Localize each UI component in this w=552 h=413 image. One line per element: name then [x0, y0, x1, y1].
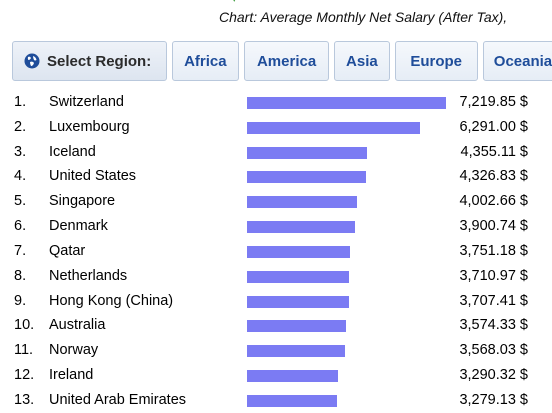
- salary-value: 4,002.66 $: [459, 193, 528, 210]
- globe-icon: [24, 53, 40, 69]
- salary-bar: [247, 370, 338, 383]
- salary-value: 7,219.85 $: [459, 94, 528, 110]
- rank-label: 11.: [14, 342, 34, 359]
- table-row: 1. Switzerland 7,219.85 $: [0, 90, 552, 115]
- salary-value: 4,326.83 $: [459, 168, 528, 185]
- country-name: United Arab Emirates: [49, 391, 187, 408]
- rank-label: 12.: [14, 367, 35, 384]
- rank-label: 2.: [14, 118, 27, 135]
- rank-label: 6.: [14, 218, 27, 235]
- table-row: 6. Denmark 3,900.74 $: [0, 214, 552, 239]
- rank-label: 9.: [14, 292, 27, 309]
- country-name: Singapore: [49, 193, 116, 210]
- table-row: 9. Hong Kong (China) 3,707.41 $: [0, 289, 552, 314]
- salary-bar: [247, 245, 350, 258]
- rank-label: 5.: [14, 193, 27, 210]
- rank-label: 4.: [14, 168, 27, 185]
- region-button-oceania[interactable]: Oceania: [482, 41, 552, 81]
- table-row: 13. United Arab Emirates 3,279.13 $: [0, 388, 552, 413]
- salary-value: 3,707.41 $: [459, 292, 528, 309]
- salary-value: 3,279.13 $: [459, 391, 528, 408]
- salary-bar: [247, 345, 345, 358]
- country-name: Switzerland: [49, 94, 124, 110]
- rank-label: 7.: [14, 242, 27, 259]
- rank-label: 3.: [14, 143, 27, 160]
- country-name: Australia: [49, 317, 106, 334]
- salary-value: 3,710.97 $: [459, 267, 528, 284]
- salary-bar: [247, 394, 337, 407]
- salary-value: 3,568.03 $: [459, 342, 528, 359]
- salary-bar: [247, 295, 349, 308]
- salary-value: 3,751.18 $: [459, 242, 528, 259]
- salary-value: 3,574.33 $: [459, 317, 528, 334]
- country-name: Iceland: [49, 143, 96, 160]
- country-name: Ireland: [49, 367, 94, 384]
- table-row: 12. Ireland 3,290.32 $: [0, 363, 552, 388]
- salary-value: 6,291.00 $: [459, 118, 528, 135]
- country-name: Netherlands: [49, 267, 128, 284]
- salary-value: 3,900.74 $: [459, 218, 528, 235]
- salary-bar: [247, 171, 366, 184]
- table-row: 11. Norway 3,568.03 $: [0, 338, 552, 363]
- salary-bar: [247, 221, 355, 234]
- country-name: Norway: [49, 342, 99, 359]
- region-selector: Select Region: Africa America Asia Europ…: [12, 41, 552, 81]
- salary-bar: [247, 320, 346, 333]
- salary-bar: [247, 97, 446, 109]
- table-row: 5. Singapore 4,002.66 $: [0, 189, 552, 214]
- leaf-icon: ▾: [232, 0, 240, 4]
- salary-value: 3,290.32 $: [459, 367, 528, 384]
- salary-bar: [247, 146, 367, 159]
- salary-bar: [247, 196, 357, 209]
- table-row: 8. Netherlands 3,710.97 $: [0, 264, 552, 289]
- region-button-africa[interactable]: Africa: [171, 41, 239, 81]
- table-row: 4. United States 4,326.83 $: [0, 164, 552, 189]
- salary-value: 4,355.11 $: [460, 143, 528, 160]
- table-row: 2. Luxembourg 6,291.00 $: [0, 115, 552, 140]
- country-name: Qatar: [49, 242, 86, 259]
- region-button-america[interactable]: America: [244, 41, 330, 81]
- rank-label: 10.: [14, 317, 35, 334]
- salary-bar: [247, 270, 349, 283]
- region-button-asia[interactable]: Asia: [334, 41, 390, 81]
- rank-label: 13.: [14, 391, 35, 408]
- salary-bar: [247, 121, 420, 134]
- select-region-text: Select Region:: [47, 52, 152, 70]
- chart-title: Chart: Average Monthly Net Salary (After…: [219, 9, 508, 25]
- select-region-label: Select Region:: [12, 41, 167, 81]
- rank-label: 8.: [14, 267, 27, 284]
- table-row: 10. Australia 3,574.33 $: [0, 313, 552, 338]
- table-row: 3. Iceland 4,355.11 $: [0, 140, 552, 165]
- region-button-europe[interactable]: Europe: [394, 41, 478, 81]
- salary-list: 1. Switzerland 7,219.85 $ 2. Luxembourg 6,291…: [0, 90, 552, 413]
- table-row: 7. Qatar 3,751.18 $: [0, 239, 552, 264]
- country-name: Denmark: [49, 218, 108, 235]
- rank-label: 1.: [14, 94, 27, 110]
- country-name: Luxembourg: [49, 118, 130, 135]
- country-name: United States: [49, 168, 137, 185]
- country-name: Hong Kong (China): [49, 292, 174, 309]
